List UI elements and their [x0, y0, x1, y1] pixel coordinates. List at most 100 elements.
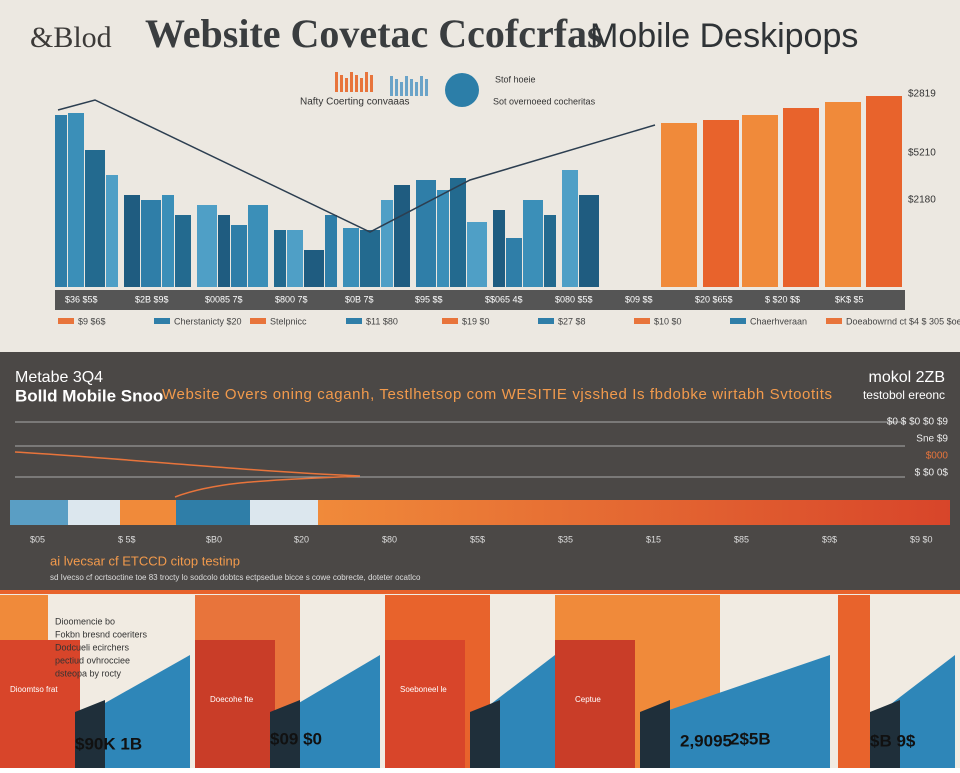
building — [106, 175, 118, 287]
panel-caption: Ceptue — [575, 695, 601, 704]
x-label: $080 $5$ — [555, 294, 593, 304]
title-prefix: &Blod — [30, 21, 112, 54]
building — [197, 205, 217, 287]
key-text: $10 $0 — [654, 316, 682, 326]
key-swatch — [58, 318, 74, 324]
note: Dodcueli ecirchers — [55, 642, 130, 652]
building — [304, 250, 324, 287]
x-label: $2B $9$ — [135, 294, 169, 304]
building — [523, 200, 543, 287]
key-text: Stelpnicc — [270, 316, 307, 326]
x-label: $95 $$ — [415, 294, 443, 304]
legend-text: Stof hoeie — [495, 74, 536, 84]
legend-text: Sot overnoeed cocheritas — [493, 96, 596, 106]
band-x-label: $B0 — [206, 534, 222, 544]
band-right-sub: testobol ereonc — [863, 388, 945, 402]
building — [248, 205, 268, 287]
building — [437, 190, 449, 287]
band-x-label: $5$ — [470, 534, 485, 544]
band-x-label: $35 — [558, 534, 573, 544]
accent — [0, 590, 960, 594]
figure: 2$5B — [730, 729, 771, 748]
legend-icon — [445, 73, 479, 107]
dark-shape — [470, 700, 500, 768]
scale-label: Sne $9 — [916, 434, 948, 445]
band-headline: Website Overs oning caganh, Testlhetsop … — [162, 386, 832, 403]
x-label: $800 7$ — [275, 294, 308, 304]
building — [360, 230, 380, 287]
key-swatch — [442, 318, 458, 324]
key-text: Doeabowrnd ct $4 $ 305 $oeb — [846, 316, 960, 326]
panel — [838, 595, 870, 768]
figure: 2,9095 — [680, 731, 732, 750]
key-swatch — [730, 318, 746, 324]
progress-segment — [68, 500, 120, 525]
legend-icon — [405, 76, 408, 96]
building — [416, 180, 436, 287]
figure: $90K 1B — [75, 734, 142, 753]
x-label: $ $20 $$ — [765, 294, 800, 304]
building — [175, 215, 191, 287]
legend-icon — [400, 82, 403, 96]
progress-segment — [120, 500, 176, 525]
band-x-label: $20 — [294, 534, 309, 544]
key-text: $11 $80 — [366, 316, 398, 326]
wave — [14, 451, 361, 498]
legend-icon — [420, 76, 423, 96]
band-right-title: mokol 2ZB — [869, 369, 945, 386]
x-label: $0B 7$ — [345, 294, 374, 304]
scale-label: $0 $ $0 $0 $9 — [887, 417, 949, 428]
x-label: $$065 4$ — [485, 294, 523, 304]
key-swatch — [634, 318, 650, 324]
x-label: $20 $65$ — [695, 294, 733, 304]
band-footnote: sd Ivecso cf ocrtsoctine toe 83 trocty l… — [50, 573, 421, 582]
figure: $09 $0 — [270, 729, 322, 748]
band-x-label: $05 — [30, 534, 45, 544]
band-title: Bolld Mobile Snoo — [15, 386, 163, 405]
key-text: Cherstanicty $20 — [174, 316, 242, 326]
building — [562, 170, 578, 287]
note: Fokbn bresnd coeriters — [55, 629, 148, 639]
title-suffix: Mobile Deskipops — [590, 17, 858, 55]
key-text: Chaerhveraan — [750, 316, 807, 326]
key-swatch — [346, 318, 362, 324]
building — [325, 215, 337, 287]
band-x-label: $ 5$ — [118, 534, 136, 544]
legend-icon — [395, 79, 398, 96]
building — [467, 222, 487, 287]
key-text: $19 $0 — [462, 316, 490, 326]
note: dsteopa by rocty — [55, 668, 122, 678]
legend-icon — [370, 75, 373, 92]
band-x-label: $80 — [382, 534, 397, 544]
legend-icon — [410, 79, 413, 96]
band-caption: ai lvecsar cf ETCCD citop testinp — [50, 553, 240, 568]
legend-icon — [425, 79, 428, 96]
orange-bar — [742, 115, 778, 287]
orange-bar — [866, 96, 902, 287]
note: pectiud ovhrocciee — [55, 655, 130, 665]
dark-shape — [270, 700, 300, 768]
orange-bar — [783, 108, 819, 287]
building — [68, 113, 84, 287]
band-x-label: $15 — [646, 534, 661, 544]
blue-shape — [640, 655, 830, 768]
panels: Dioomencie bo Fokbn bresnd coeriters Dodcu… — [0, 590, 960, 768]
legend-icon — [335, 72, 338, 92]
panel-block — [555, 640, 635, 768]
orange-bar — [825, 102, 861, 287]
panel-block — [385, 640, 465, 768]
axis-label: $2180 — [908, 195, 936, 206]
building — [55, 115, 67, 287]
building — [394, 185, 410, 287]
panel-block — [195, 640, 275, 768]
band-x-label: $9$ — [822, 534, 837, 544]
panel-caption: Dioomtso frat — [10, 685, 58, 694]
band-kicker: Metabe 3Q4 — [15, 369, 103, 386]
building — [274, 230, 286, 287]
panel-caption: Doecohe fte — [210, 695, 254, 704]
building — [493, 210, 505, 287]
note: Dioomencie bo — [55, 616, 115, 626]
key-text: $9 $6$ — [78, 316, 106, 326]
progress-segment — [10, 500, 68, 525]
axis-strip — [55, 290, 905, 310]
